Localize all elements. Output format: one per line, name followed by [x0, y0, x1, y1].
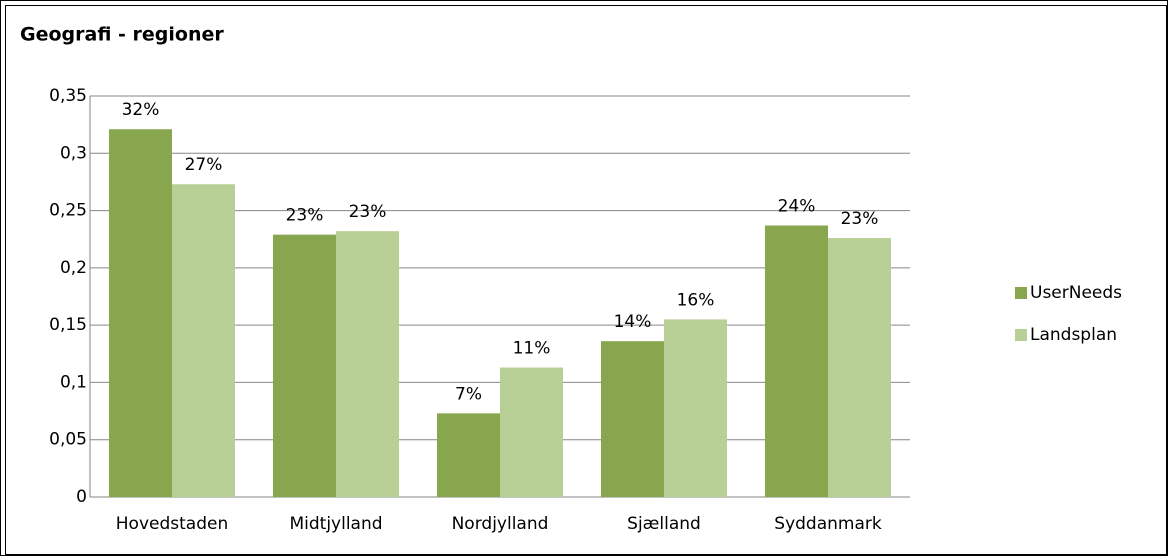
bar: [500, 367, 563, 497]
bar: [273, 234, 336, 498]
legend-label: UserNeeds: [1030, 283, 1122, 303]
legend-label: Landsplan: [1030, 325, 1117, 345]
y-tick-label: 0,35: [49, 86, 87, 106]
value-label: 7%: [455, 384, 482, 404]
chart-title: Geografi - regioner: [20, 24, 224, 46]
value-label: 32%: [122, 100, 160, 120]
x-tick-label: Syddanmark: [774, 514, 882, 534]
bar: [601, 341, 664, 497]
y-tick-label: 0,3: [60, 143, 87, 163]
value-label: 23%: [841, 209, 879, 229]
bar: [664, 319, 727, 497]
value-label: 24%: [778, 196, 816, 216]
y-tick-label: 0: [76, 487, 87, 507]
bar: [109, 129, 172, 497]
bar: [437, 413, 500, 497]
x-tick-label: Hovedstaden: [116, 514, 228, 534]
y-tick-label: 0,15: [49, 315, 87, 335]
value-label: 14%: [614, 312, 652, 332]
value-label: 16%: [677, 290, 715, 310]
y-tick-label: 0,05: [49, 430, 87, 450]
value-label: 11%: [513, 339, 551, 359]
value-label: 23%: [349, 202, 387, 222]
value-label: 27%: [185, 155, 223, 175]
bar: [336, 231, 399, 498]
x-tick-label: Sjælland: [627, 514, 701, 534]
value-label: 23%: [286, 206, 324, 226]
y-tick-label: 0,25: [49, 201, 87, 221]
bar: [172, 184, 235, 497]
x-tick-label: Midtjylland: [289, 514, 382, 534]
legend-swatch: [1015, 329, 1027, 341]
x-tick-label: Nordjylland: [452, 514, 549, 534]
bar: [765, 225, 828, 498]
bar: [828, 238, 891, 497]
y-tick-label: 0,1: [60, 372, 87, 392]
y-tick-label: 0,2: [60, 258, 87, 278]
legend-swatch: [1015, 287, 1027, 299]
